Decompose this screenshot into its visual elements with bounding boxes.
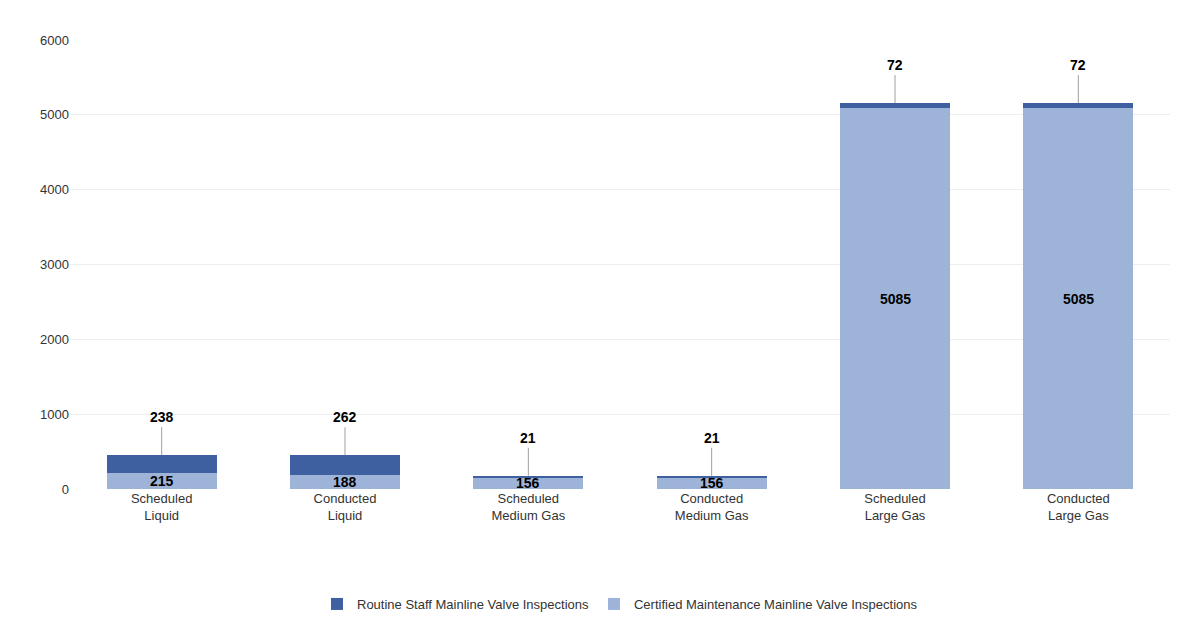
svg-text:ScheduledMedium Gas: ScheduledMedium Gas [491, 491, 565, 523]
svg-text:1000: 1000 [40, 407, 69, 422]
svg-text:5085: 5085 [880, 291, 911, 307]
svg-text:238: 238 [150, 409, 174, 425]
svg-text:72: 72 [1070, 57, 1086, 73]
svg-text:ConductedMedium Gas: ConductedMedium Gas [675, 491, 749, 523]
svg-text:262: 262 [333, 409, 357, 425]
svg-text:156: 156 [516, 475, 540, 491]
svg-text:Routine Staff Mainline Valve I: Routine Staff Mainline Valve Inspections [357, 597, 589, 612]
svg-text:6000: 6000 [40, 33, 69, 48]
svg-text:2000: 2000 [40, 332, 69, 347]
svg-text:3000: 3000 [40, 257, 69, 272]
svg-text:ScheduledLarge Gas: ScheduledLarge Gas [864, 491, 926, 523]
svg-text:72: 72 [887, 57, 903, 73]
svg-text:4000: 4000 [40, 182, 69, 197]
svg-text:21: 21 [704, 430, 720, 446]
svg-text:156: 156 [700, 475, 724, 491]
svg-text:215: 215 [150, 473, 174, 489]
svg-text:0: 0 [62, 482, 69, 497]
svg-text:5085: 5085 [1063, 291, 1094, 307]
svg-text:Certified Maintenance Mainline: Certified Maintenance Mainline Valve Ins… [634, 597, 918, 612]
svg-text:188: 188 [333, 474, 357, 490]
svg-text:ConductedLiquid: ConductedLiquid [314, 491, 377, 523]
svg-text:5000: 5000 [40, 107, 69, 122]
svg-text:ScheduledLiquid: ScheduledLiquid [131, 491, 192, 523]
svg-text:ConductedLarge Gas: ConductedLarge Gas [1047, 491, 1110, 523]
svg-text:21: 21 [520, 430, 536, 446]
